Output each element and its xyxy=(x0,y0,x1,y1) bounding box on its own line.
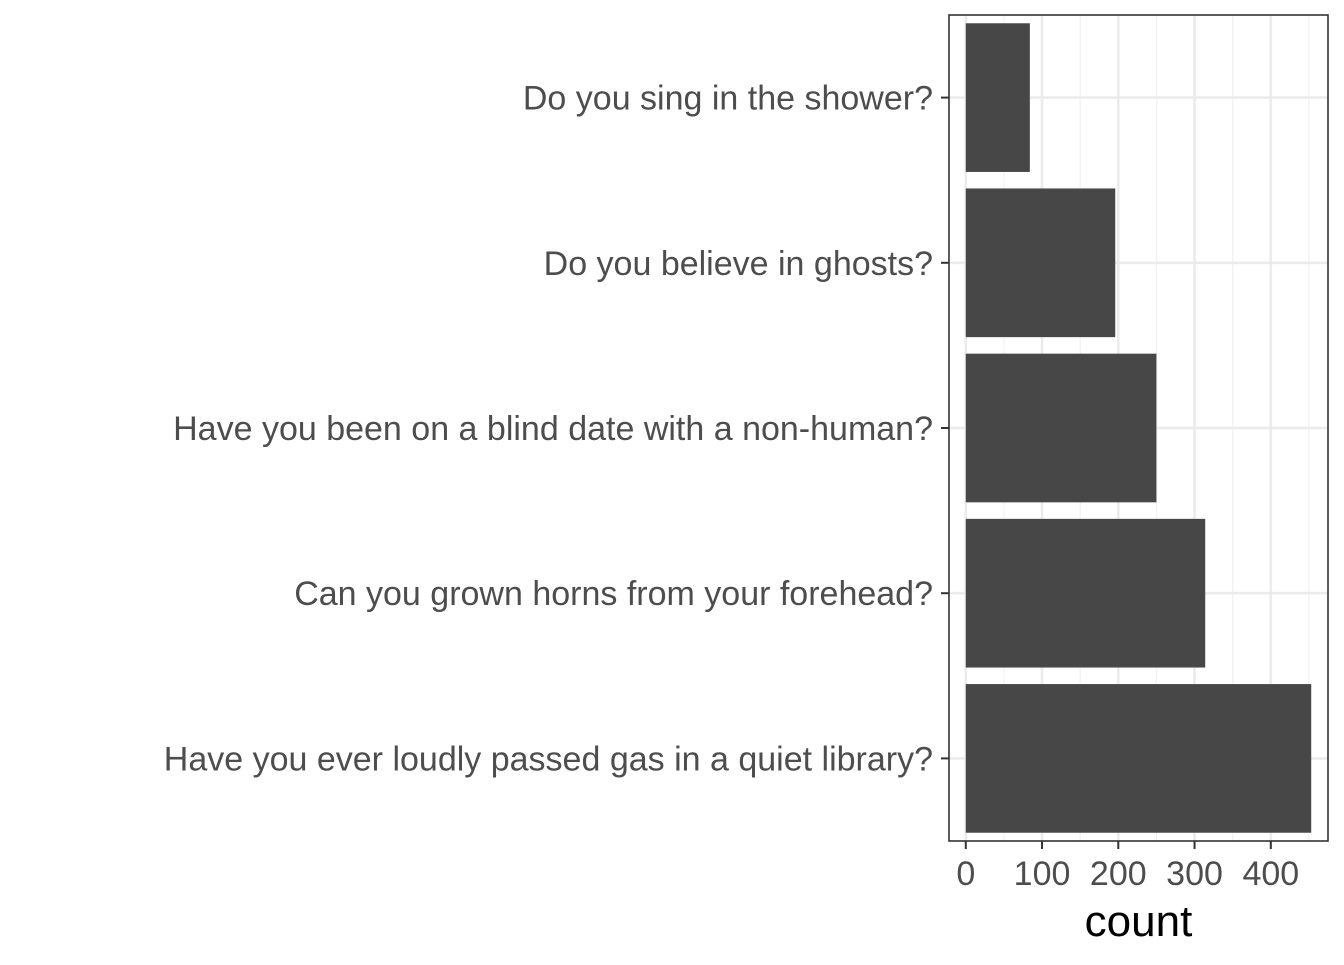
y-tick-label: Have you ever loudly passed gas in a qui… xyxy=(164,740,933,778)
x-tick-label: 200 xyxy=(1090,855,1147,893)
x-tick-label: 300 xyxy=(1166,855,1223,893)
x-axis: 0 100 200 300 400 xyxy=(956,841,1299,893)
x-axis-title: count xyxy=(1085,897,1193,946)
y-axis: Do you sing in the shower? Do you believe… xyxy=(164,80,949,778)
bar xyxy=(965,23,1030,172)
x-tick-label: 400 xyxy=(1242,855,1299,893)
bar xyxy=(965,188,1116,338)
y-tick-label: Do you believe in ghosts? xyxy=(544,245,933,283)
bars xyxy=(965,23,1312,833)
y-tick-label: Have you been on a blind date with a non… xyxy=(173,410,933,448)
x-tick-label: 0 xyxy=(956,855,975,893)
y-tick-label: Can you grown horns from your forehead? xyxy=(294,575,933,613)
x-tick-label: 100 xyxy=(1014,855,1071,893)
bar xyxy=(965,684,1312,833)
bar xyxy=(965,353,1157,503)
bar xyxy=(965,518,1206,668)
y-tick-label: Do you sing in the shower? xyxy=(523,80,933,118)
